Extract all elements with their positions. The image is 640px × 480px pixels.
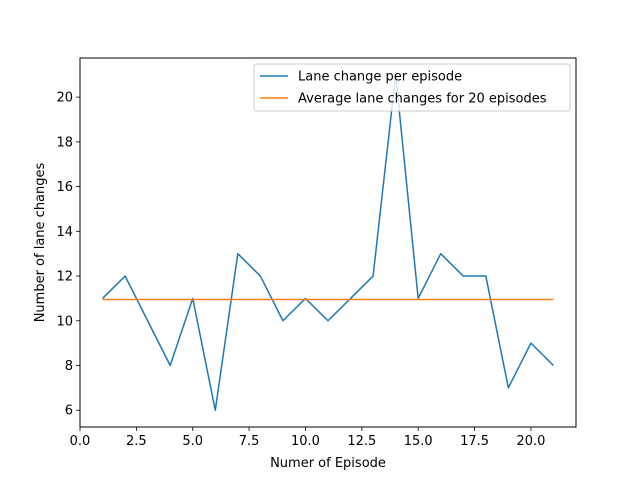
y-tick-label: 20 bbox=[56, 91, 73, 106]
x-tick-label: 5.0 bbox=[182, 434, 203, 449]
y-tick-label: 14 bbox=[56, 225, 73, 240]
x-tick-label: 20.0 bbox=[516, 434, 545, 449]
legend: Lane change per episode Average lane cha… bbox=[253, 63, 571, 112]
x-tick-label: 12.5 bbox=[347, 434, 376, 449]
x-tick-label: 0.0 bbox=[70, 434, 91, 449]
plot-series bbox=[102, 74, 554, 411]
y-tick-label: 6 bbox=[65, 404, 73, 419]
y-axis-label: Number of lane changes bbox=[33, 162, 48, 322]
y-tick-label: 8 bbox=[65, 359, 73, 374]
y-axis-ticks: 6 8 10 12 14 16 18 20 bbox=[56, 91, 80, 419]
legend-entry-lane-change: Lane change per episode bbox=[298, 70, 462, 85]
legend-box bbox=[253, 63, 571, 112]
x-tick-label: 17.5 bbox=[460, 434, 489, 449]
x-tick-label: 10.0 bbox=[291, 434, 320, 449]
x-tick-label: 2.5 bbox=[126, 434, 147, 449]
plot-frame bbox=[79, 57, 577, 428]
y-tick-label: 12 bbox=[56, 270, 73, 285]
y-tick-label: 18 bbox=[56, 135, 73, 150]
y-tick-label: 10 bbox=[56, 314, 73, 329]
x-tick-label: 15.0 bbox=[404, 434, 433, 449]
series-line-lane-change bbox=[102, 74, 554, 411]
x-axis-ticks: 0.0 2.5 5.0 7.5 10.0 12.5 15.0 17.5 20.0 bbox=[70, 427, 545, 449]
x-tick-label: 7.5 bbox=[239, 434, 260, 449]
legend-entry-average: Average lane changes for 20 episodes bbox=[298, 92, 547, 107]
x-axis-label: Numer of Episode bbox=[270, 456, 386, 471]
y-tick-label: 16 bbox=[56, 180, 73, 195]
